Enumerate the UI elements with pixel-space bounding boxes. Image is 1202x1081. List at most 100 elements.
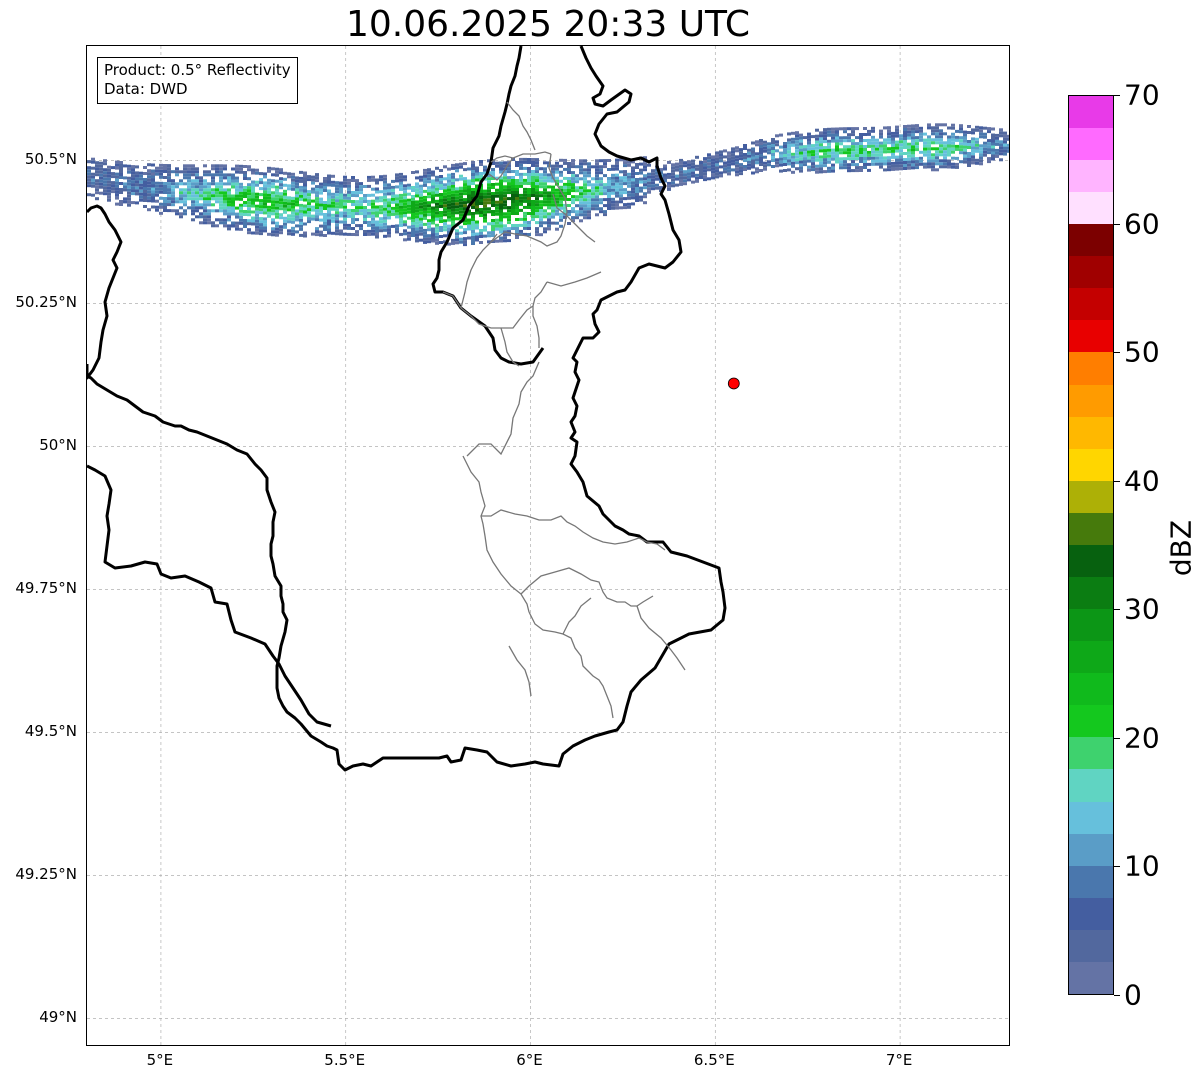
radar-echo-cell (403, 238, 407, 242)
radar-echo-cell (607, 207, 611, 210)
radar-echo-cell (635, 178, 639, 181)
radar-echo-cell (611, 188, 615, 192)
radar-echo-cell (815, 146, 819, 150)
radar-echo-cell (151, 199, 155, 203)
radar-echo-cell (599, 207, 603, 211)
radar-echo-cell (771, 147, 775, 150)
radar-echo-cell (599, 189, 603, 193)
radar-echo-cell (331, 192, 335, 196)
radar-echo-cell (851, 154, 855, 158)
radar-echo-cell (543, 209, 547, 213)
radar-echo-cell (155, 190, 159, 194)
radar-echo-cell (355, 206, 359, 210)
radar-echo-cell (291, 208, 295, 212)
radar-echo-cell (515, 236, 519, 239)
radar-echo-cell (523, 226, 527, 230)
radar-echo-cell (131, 177, 135, 181)
radar-echo-cell (371, 175, 375, 179)
radar-echo-cell (199, 221, 203, 225)
radar-echo-cell (511, 197, 515, 200)
radar-echo-cell (255, 204, 259, 208)
radar-echo-cell (419, 229, 423, 233)
radar-echo-cell (863, 154, 867, 157)
radar-echo-cell (743, 165, 747, 168)
radar-echo-cell (463, 204, 467, 208)
radar-echo-cell (715, 160, 719, 164)
radar-echo-cell (423, 228, 427, 232)
radar-echo-cell (403, 199, 407, 203)
radar-echo-cell (423, 195, 427, 199)
radar-echo-cell (319, 233, 323, 237)
radar-echo-cell (215, 224, 219, 228)
radar-echo-cell (727, 151, 731, 155)
radar-echo-cell (575, 177, 579, 181)
radar-echo-cell (291, 199, 295, 203)
radar-echo-cell (831, 136, 835, 140)
radar-echo-cell (187, 176, 191, 180)
radar-echo-cell (159, 175, 163, 179)
radar-echo-cell (199, 188, 203, 192)
radar-echo-cell (307, 178, 311, 182)
radar-echo-cell (379, 178, 383, 182)
radar-echo-cell (471, 167, 475, 170)
radar-echo-cell (967, 125, 971, 128)
radar-echo-cell (847, 139, 851, 143)
radar-echo-cell (239, 212, 243, 216)
radar-echo-cell (151, 187, 155, 191)
radar-echo-cell (963, 148, 967, 152)
radar-echo-cell (323, 186, 327, 189)
radar-echo-cell (603, 204, 607, 208)
radar-echo-cell (527, 194, 531, 197)
radar-echo-cell (399, 205, 403, 209)
radar-echo-cell (499, 221, 503, 225)
radar-echo-cell (871, 159, 875, 163)
radar-echo-cell (427, 234, 431, 238)
radar-echo-cell (295, 191, 299, 195)
radar-echo-cell (819, 137, 823, 141)
radar-echo-cell (687, 163, 691, 167)
radar-echo-cell (115, 202, 119, 206)
radar-echo-cell (387, 234, 391, 238)
radar-echo-cell (227, 197, 231, 201)
radar-echo-cell (423, 234, 427, 238)
radar-echo-cell (1007, 137, 1009, 141)
map-plot-area[interactable] (86, 45, 1010, 1046)
radar-echo-cell (591, 195, 595, 199)
radar-echo-cell (299, 212, 303, 216)
radar-echo-cell (627, 205, 631, 209)
radar-site-marker[interactable] (727, 377, 740, 390)
radar-echo-cell (531, 179, 535, 182)
radar-echo-cell (319, 212, 323, 216)
radar-echo-cell (263, 175, 267, 179)
radar-echo-cell (531, 158, 535, 161)
radar-echo-cell (863, 166, 867, 169)
radar-echo-cell (671, 172, 675, 176)
radar-echo-cell (515, 230, 519, 233)
radar-echo-cell (935, 156, 939, 160)
radar-echo-cell (623, 182, 627, 186)
radar-echo-cell (807, 144, 811, 148)
radar-echo-cell (483, 168, 487, 172)
radar-echo-cell (535, 161, 539, 165)
radar-echo-cell (183, 200, 187, 204)
radar-echo-cell (603, 213, 607, 217)
radar-echo-cell (967, 158, 971, 161)
radar-echo-cell (263, 205, 267, 209)
radar-echo-cell (407, 186, 411, 190)
radar-echo-cell (87, 172, 91, 176)
radar-echo-cell (131, 183, 135, 187)
radar-echo-cell (555, 167, 559, 171)
radar-echo-cell (291, 217, 295, 221)
radar-echo-cell (451, 193, 455, 197)
radar-echo-cell (403, 175, 407, 179)
radar-echo-cell (755, 155, 759, 159)
radar-echo-cell (475, 175, 479, 179)
radar-echo-cell (455, 205, 459, 209)
radar-echo-cell (699, 167, 703, 170)
radar-echo-cell (447, 188, 451, 192)
radar-echo-cell (907, 145, 911, 149)
radar-echo-cell (135, 201, 139, 205)
radar-echo-cell (463, 192, 467, 196)
radar-echo-cell (883, 147, 887, 151)
radar-echo-cell (619, 188, 623, 192)
